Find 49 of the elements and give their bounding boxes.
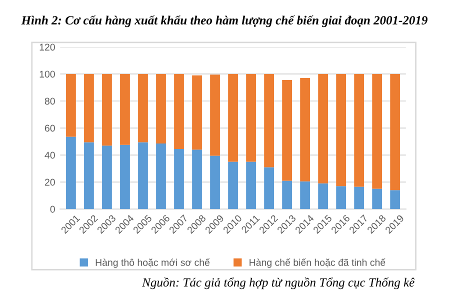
legend-label: Hàng chế biến hoặc đã tinh chế <box>250 258 386 268</box>
bar <box>138 142 148 210</box>
bar <box>318 183 328 210</box>
bar <box>192 75 202 150</box>
bar <box>210 74 220 156</box>
bar <box>246 74 256 162</box>
bar <box>192 150 202 210</box>
y-tick-label: 0 <box>50 206 55 213</box>
bar <box>156 144 166 210</box>
bar <box>300 181 310 210</box>
bar <box>174 74 184 149</box>
bar <box>66 74 76 137</box>
y-tick-label: 20 <box>44 178 55 186</box>
bar <box>102 146 112 210</box>
y-tick-label: 120 <box>40 44 55 51</box>
bar <box>372 74 382 189</box>
bar <box>120 144 130 210</box>
bar <box>264 74 274 168</box>
bar <box>264 167 274 210</box>
bar <box>372 188 382 210</box>
bar <box>246 162 256 210</box>
bar <box>66 136 76 210</box>
bar <box>282 180 292 210</box>
bar <box>138 74 148 142</box>
bar <box>390 190 400 210</box>
bar <box>336 186 346 210</box>
y-tick-label: 40 <box>44 152 55 159</box>
legend-label: Hàng thô hoặc mới sơ chế <box>96 258 210 268</box>
bar <box>228 74 238 162</box>
bar <box>300 78 310 182</box>
bar <box>390 74 400 190</box>
bar <box>282 80 292 181</box>
y-tick-label: 100 <box>40 70 55 78</box>
bar <box>318 74 328 184</box>
text: Nguồn: Tác giả tổng hợp từ nguồn Tổng cục Thống kê <box>142 277 415 290</box>
bar <box>228 162 238 210</box>
bar <box>102 74 112 146</box>
y-tick-label: 80 <box>44 98 55 105</box>
bar <box>210 156 220 210</box>
chart-title: Hình 2: Cơ cấu hàng xuất khẩu theo hàm lượng chế biến giai đoạn 2001-2019 <box>21 15 428 28</box>
bar <box>354 186 364 210</box>
bar <box>84 142 94 210</box>
bar <box>354 74 364 187</box>
bar <box>336 74 346 186</box>
bar <box>156 74 166 144</box>
y-tick-label: 60 <box>44 124 55 132</box>
bar <box>120 74 130 145</box>
bar <box>84 74 94 142</box>
bar <box>174 148 184 210</box>
